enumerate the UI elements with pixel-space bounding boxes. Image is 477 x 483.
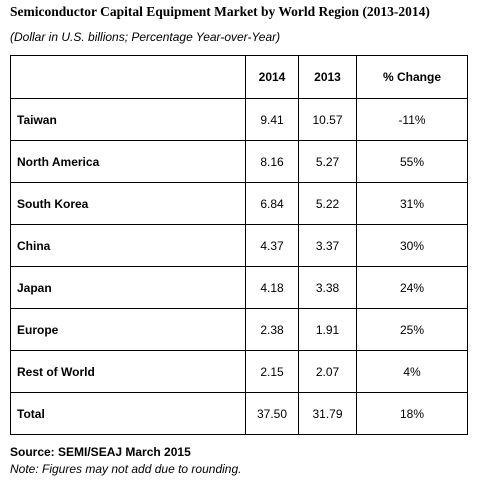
table-row: Rest of World 2.15 2.07 4% [10, 350, 468, 393]
column-header [10, 55, 246, 99]
cell: 24% [356, 266, 468, 309]
cell: 3.38 [298, 266, 357, 309]
cell: 31% [356, 182, 468, 225]
row-label: North America [10, 140, 246, 183]
cell: 8.16 [245, 140, 299, 183]
table-row: Japan 4.18 3.38 24% [10, 266, 468, 309]
column-header: 2014 [245, 55, 299, 99]
table-row: South Korea 6.84 5.22 31% [10, 182, 468, 225]
subtitle: (Dollar in U.S. billions; Percentage Yea… [10, 30, 281, 44]
cell: 5.27 [298, 140, 357, 183]
data-table: 2014 2013% Change Taiwan 9.41 10.57 -11% Nort… [10, 55, 468, 435]
cell: 2.07 [298, 350, 357, 393]
row-label: Japan [10, 266, 246, 309]
row-label: Europe [10, 308, 246, 351]
cell: 37.50 [245, 392, 299, 435]
cell: 3.37 [298, 224, 357, 267]
cell: 2.38 [245, 308, 299, 351]
cell: 25% [356, 308, 468, 351]
cell: 1.91 [298, 308, 357, 351]
table-head: 2014 2013% Change [10, 55, 468, 99]
cell: 4.37 [245, 224, 299, 267]
cell: 4% [356, 350, 468, 393]
cell: 9.41 [245, 98, 299, 141]
cell: 4.18 [245, 266, 299, 309]
table-row: North America 8.16 5.27 55% [10, 140, 468, 183]
table-row: China 4.37 3.37 30% [10, 224, 468, 267]
column-header: 2013 [298, 55, 357, 99]
source: Source: SEMI/SEAJ March 2015 [10, 445, 191, 459]
row-label: Taiwan [10, 98, 246, 141]
row-label: Rest of World [10, 350, 246, 393]
cell: 31.79 [298, 392, 357, 435]
cell: 55% [356, 140, 468, 183]
note: Note: Figures may not add due to roundin… [10, 462, 242, 476]
cell: 2.15 [245, 350, 299, 393]
cell: 30% [356, 224, 468, 267]
table-body: Taiwan 9.41 10.57 -11% North America 8.16 5.27… [10, 98, 468, 435]
cell: 6.84 [245, 182, 299, 225]
row-label: South Korea [10, 182, 246, 225]
title: Semiconductor Capital Equipment Market b… [10, 4, 430, 19]
cell: 5.22 [298, 182, 357, 225]
row-label: China [10, 224, 246, 267]
table-row: Total 37.50 31.79 18% [10, 392, 468, 435]
header-row: 2014 2013% Change [10, 55, 468, 99]
table-row: Taiwan 9.41 10.57 -11% [10, 98, 468, 141]
cell: 18% [356, 392, 468, 435]
column-header: % Change [356, 55, 468, 99]
cell: 10.57 [298, 98, 357, 141]
table-row: Europe 2.38 1.91 25% [10, 308, 468, 351]
row-label: Total [10, 392, 246, 435]
cell: -11% [356, 98, 468, 141]
